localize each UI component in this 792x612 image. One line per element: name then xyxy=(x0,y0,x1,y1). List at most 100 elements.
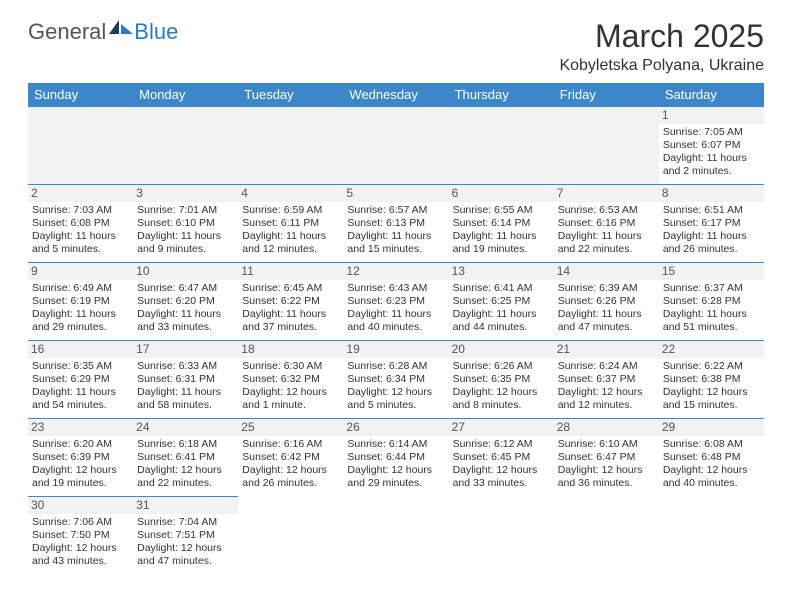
weekday-header: Sunday xyxy=(28,83,133,107)
sunset-text: Sunset: 6:25 PM xyxy=(453,295,550,308)
day-number: 20 xyxy=(449,341,554,358)
daylight-text: Daylight: 12 hours xyxy=(558,464,655,477)
calendar-cell: 25Sunrise: 6:16 AMSunset: 6:42 PMDayligh… xyxy=(238,419,343,497)
calendar-cell: 4Sunrise: 6:59 AMSunset: 6:11 PMDaylight… xyxy=(238,185,343,263)
weekday-header: Friday xyxy=(554,83,659,107)
day-number: 1 xyxy=(659,107,764,124)
calendar-cell xyxy=(343,497,448,575)
sunset-text: Sunset: 6:23 PM xyxy=(347,295,444,308)
calendar-week: 16Sunrise: 6:35 AMSunset: 6:29 PMDayligh… xyxy=(28,341,764,419)
day-number: 24 xyxy=(133,419,238,436)
sunset-text: Sunset: 6:08 PM xyxy=(32,217,129,230)
calendar-cell: 15Sunrise: 6:37 AMSunset: 6:28 PMDayligh… xyxy=(659,263,764,341)
sunset-text: Sunset: 6:31 PM xyxy=(137,373,234,386)
sunset-text: Sunset: 6:16 PM xyxy=(558,217,655,230)
day-number: 22 xyxy=(659,341,764,358)
daylight-text: Daylight: 11 hours xyxy=(453,230,550,243)
daylight-text: Daylight: 11 hours xyxy=(32,386,129,399)
sunset-text: Sunset: 6:26 PM xyxy=(558,295,655,308)
calendar-cell: 13Sunrise: 6:41 AMSunset: 6:25 PMDayligh… xyxy=(449,263,554,341)
calendar-cell: 7Sunrise: 6:53 AMSunset: 6:16 PMDaylight… xyxy=(554,185,659,263)
sunrise-text: Sunrise: 7:01 AM xyxy=(137,204,234,217)
daylight-text: and 8 minutes. xyxy=(453,399,550,412)
sunset-text: Sunset: 6:35 PM xyxy=(453,373,550,386)
daylight-text: and 22 minutes. xyxy=(137,477,234,490)
daylight-text: and 43 minutes. xyxy=(32,555,129,568)
calendar-cell: 2Sunrise: 7:03 AMSunset: 6:08 PMDaylight… xyxy=(28,185,133,263)
daylight-text: and 15 minutes. xyxy=(663,399,760,412)
calendar-cell: 14Sunrise: 6:39 AMSunset: 6:26 PMDayligh… xyxy=(554,263,659,341)
calendar-cell xyxy=(28,107,133,185)
daylight-text: Daylight: 12 hours xyxy=(453,386,550,399)
sunrise-text: Sunrise: 6:14 AM xyxy=(347,438,444,451)
daylight-text: Daylight: 12 hours xyxy=(242,464,339,477)
day-number: 7 xyxy=(554,185,659,202)
sunrise-text: Sunrise: 6:53 AM xyxy=(558,204,655,217)
day-number: 2 xyxy=(28,185,133,202)
daylight-text: and 26 minutes. xyxy=(663,243,760,256)
calendar-cell xyxy=(238,107,343,185)
calendar-week: 30Sunrise: 7:06 AMSunset: 7:50 PMDayligh… xyxy=(28,497,764,575)
calendar-cell xyxy=(449,497,554,575)
sunset-text: Sunset: 6:41 PM xyxy=(137,451,234,464)
calendar-cell: 26Sunrise: 6:14 AMSunset: 6:44 PMDayligh… xyxy=(343,419,448,497)
day-number: 31 xyxy=(133,497,238,514)
calendar-cell: 10Sunrise: 6:47 AMSunset: 6:20 PMDayligh… xyxy=(133,263,238,341)
daylight-text: Daylight: 11 hours xyxy=(663,230,760,243)
sunset-text: Sunset: 6:11 PM xyxy=(242,217,339,230)
weekday-header: Saturday xyxy=(659,83,764,107)
sunrise-text: Sunrise: 7:05 AM xyxy=(663,126,760,139)
daylight-text: and 37 minutes. xyxy=(242,321,339,334)
sunset-text: Sunset: 6:37 PM xyxy=(558,373,655,386)
calendar-cell: 20Sunrise: 6:26 AMSunset: 6:35 PMDayligh… xyxy=(449,341,554,419)
calendar-cell: 6Sunrise: 6:55 AMSunset: 6:14 PMDaylight… xyxy=(449,185,554,263)
daylight-text: and 40 minutes. xyxy=(347,321,444,334)
sunset-text: Sunset: 6:42 PM xyxy=(242,451,339,464)
day-number: 12 xyxy=(343,263,448,280)
sunrise-text: Sunrise: 6:18 AM xyxy=(137,438,234,451)
day-number: 9 xyxy=(28,263,133,280)
sunrise-text: Sunrise: 7:04 AM xyxy=(137,516,234,529)
daylight-text: and 51 minutes. xyxy=(663,321,760,334)
day-number: 16 xyxy=(28,341,133,358)
sunrise-text: Sunrise: 6:47 AM xyxy=(137,282,234,295)
calendar-cell: 5Sunrise: 6:57 AMSunset: 6:13 PMDaylight… xyxy=(343,185,448,263)
day-number: 17 xyxy=(133,341,238,358)
calendar-cell: 8Sunrise: 6:51 AMSunset: 6:17 PMDaylight… xyxy=(659,185,764,263)
sunset-text: Sunset: 7:51 PM xyxy=(137,529,234,542)
day-number: 18 xyxy=(238,341,343,358)
sunrise-text: Sunrise: 6:55 AM xyxy=(453,204,550,217)
calendar-table: SundayMondayTuesdayWednesdayThursdayFrid… xyxy=(28,83,764,575)
calendar-cell: 28Sunrise: 6:10 AMSunset: 6:47 PMDayligh… xyxy=(554,419,659,497)
day-number: 6 xyxy=(449,185,554,202)
sunrise-text: Sunrise: 6:51 AM xyxy=(663,204,760,217)
daylight-text: Daylight: 11 hours xyxy=(137,230,234,243)
daylight-text: and 19 minutes. xyxy=(32,477,129,490)
calendar-week: 9Sunrise: 6:49 AMSunset: 6:19 PMDaylight… xyxy=(28,263,764,341)
daylight-text: Daylight: 11 hours xyxy=(137,308,234,321)
sail-icon xyxy=(108,18,134,36)
calendar-week: 1Sunrise: 7:05 AMSunset: 6:07 PMDaylight… xyxy=(28,107,764,185)
calendar-cell: 29Sunrise: 6:08 AMSunset: 6:48 PMDayligh… xyxy=(659,419,764,497)
sunrise-text: Sunrise: 6:16 AM xyxy=(242,438,339,451)
day-number: 8 xyxy=(659,185,764,202)
sunrise-text: Sunrise: 6:41 AM xyxy=(453,282,550,295)
day-number: 3 xyxy=(133,185,238,202)
sunset-text: Sunset: 6:32 PM xyxy=(242,373,339,386)
sunset-text: Sunset: 6:29 PM xyxy=(32,373,129,386)
daylight-text: and 47 minutes. xyxy=(558,321,655,334)
daylight-text: and 22 minutes. xyxy=(558,243,655,256)
daylight-text: Daylight: 11 hours xyxy=(663,152,760,165)
day-number: 19 xyxy=(343,341,448,358)
weekday-header: Wednesday xyxy=(343,83,448,107)
sunset-text: Sunset: 6:19 PM xyxy=(32,295,129,308)
sunrise-text: Sunrise: 6:20 AM xyxy=(32,438,129,451)
sunrise-text: Sunrise: 7:03 AM xyxy=(32,204,129,217)
sunset-text: Sunset: 6:45 PM xyxy=(453,451,550,464)
sunrise-text: Sunrise: 6:24 AM xyxy=(558,360,655,373)
day-number: 11 xyxy=(238,263,343,280)
daylight-text: Daylight: 12 hours xyxy=(347,464,444,477)
sunrise-text: Sunrise: 6:35 AM xyxy=(32,360,129,373)
sunrise-text: Sunrise: 6:57 AM xyxy=(347,204,444,217)
sunrise-text: Sunrise: 6:33 AM xyxy=(137,360,234,373)
